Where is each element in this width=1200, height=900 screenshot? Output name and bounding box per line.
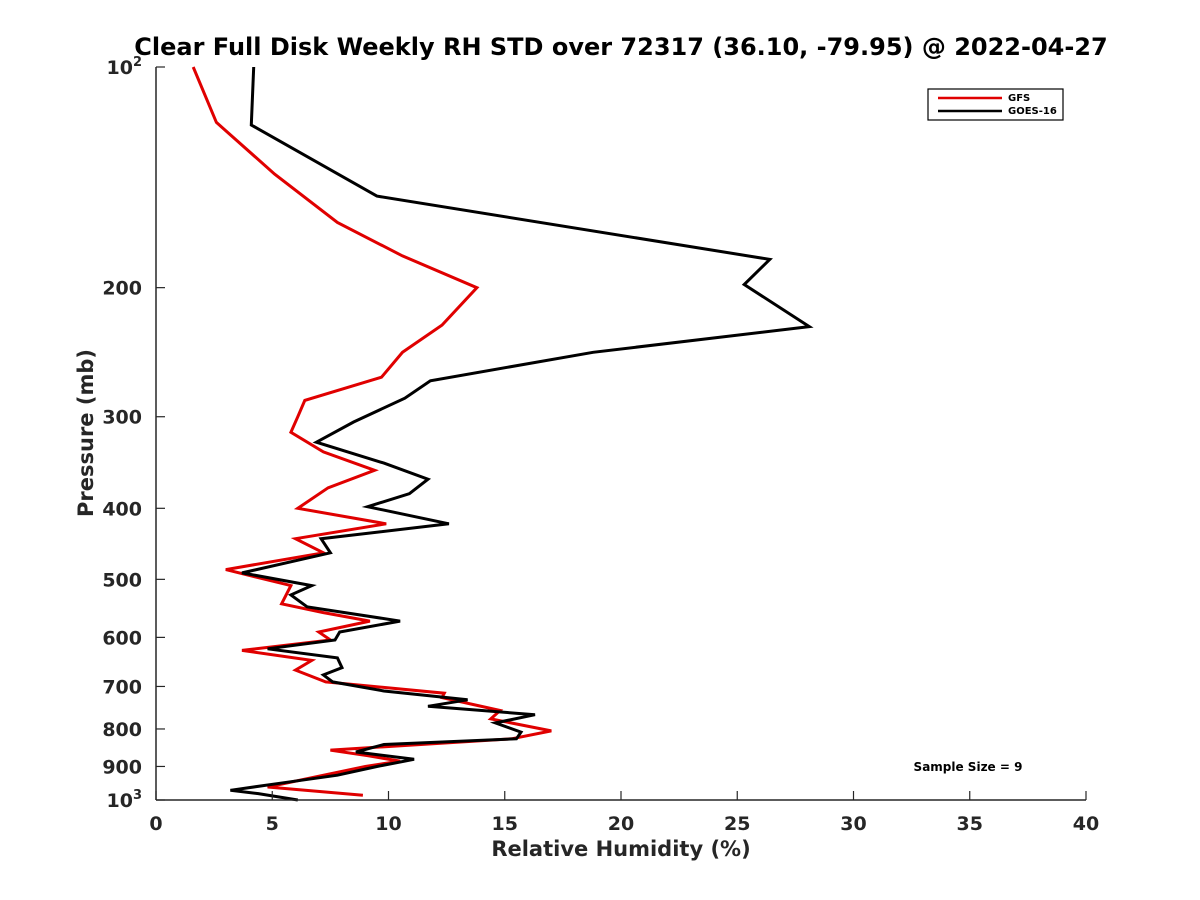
y-tick-label: 103 [107,788,143,812]
x-tick-label: 20 [608,813,634,835]
axis-ticks: 0 5 10 15 20 25 30 35 40 102 200 300 400 500 600 700 800… [102,55,1099,835]
y-tick-label: 900 [102,756,142,778]
y-tick-label: 700 [102,676,142,698]
x-tick-label: 25 [724,813,750,835]
x-tick-label: 30 [840,813,866,835]
series-line-goes16 [230,66,814,802]
x-tick-label: 0 [149,813,162,835]
x-tick-label: 10 [375,813,401,835]
x-axis-label: Relative Humidity (%) [491,837,750,861]
y-tick-label: 200 [102,278,142,300]
y-tick-label: 102 [107,55,143,79]
series-line-gfs [191,66,552,797]
y-tick-label: 500 [102,569,142,591]
y-tick-label: 300 [102,407,142,429]
y-axis-label: Pressure (mb) [74,349,98,517]
x-tick-label: 15 [492,813,518,835]
y-tick-label: 400 [102,498,142,520]
legend-label-gfs: GFS [1008,93,1030,104]
y-tick-label: 600 [102,627,142,649]
plot-area [191,66,814,802]
x-tick-label: 40 [1073,813,1099,835]
x-tick-label: 35 [957,813,983,835]
legend-label-goes16: GOES-16 [1008,106,1057,117]
chart-title: Clear Full Disk Weekly RH STD over 72317… [134,33,1107,61]
legend-box [927,88,1064,121]
y-tick-label: 800 [102,719,142,741]
sample-size-annotation: Sample Size = 9 [914,760,1023,774]
x-tick-label: 5 [266,813,279,835]
legend: GFS GOES-16 [927,88,1064,121]
